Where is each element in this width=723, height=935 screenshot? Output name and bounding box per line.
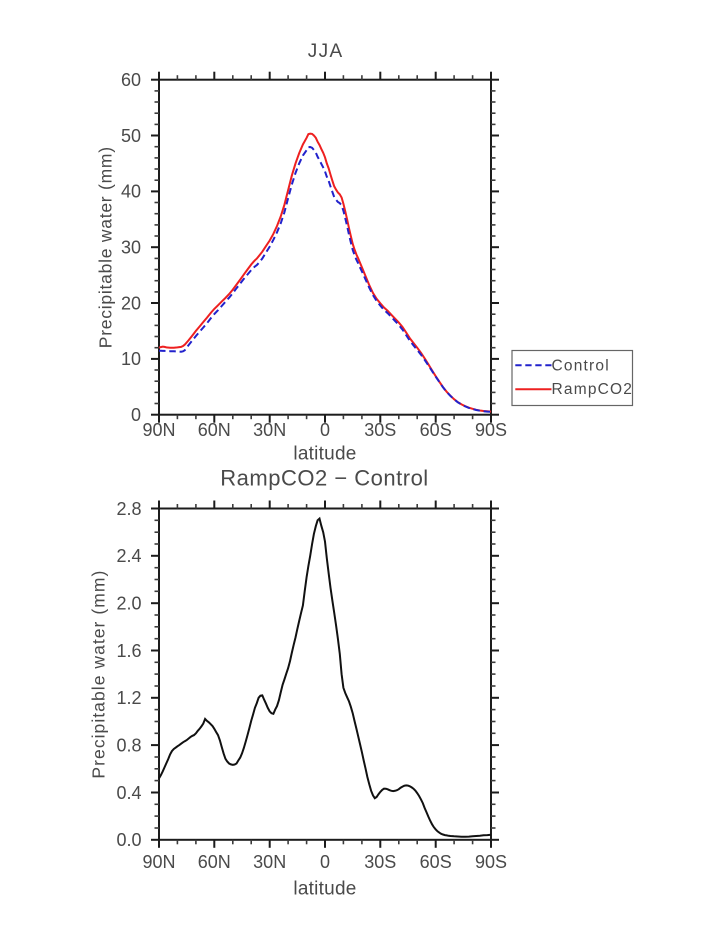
svg-text:10: 10 <box>121 349 141 369</box>
svg-text:latitude: latitude <box>293 879 356 900</box>
svg-text:Control: Control <box>552 358 610 375</box>
svg-text:0.0: 0.0 <box>116 830 141 850</box>
svg-text:60S: 60S <box>420 420 452 440</box>
svg-text:50: 50 <box>121 126 141 146</box>
svg-text:0: 0 <box>320 420 330 440</box>
svg-text:1.2: 1.2 <box>116 688 141 708</box>
svg-text:90S: 90S <box>475 852 507 872</box>
svg-text:60: 60 <box>121 70 141 90</box>
svg-text:JJA: JJA <box>308 41 344 62</box>
svg-text:60N: 60N <box>198 420 231 440</box>
svg-text:30S: 30S <box>364 852 396 872</box>
svg-text:40: 40 <box>121 182 141 202</box>
svg-text:90N: 90N <box>142 420 175 440</box>
svg-text:0: 0 <box>131 405 141 425</box>
svg-text:latitude: latitude <box>293 444 356 465</box>
svg-text:30S: 30S <box>364 420 396 440</box>
svg-text:2.0: 2.0 <box>116 594 141 614</box>
svg-text:30N: 30N <box>253 420 286 440</box>
svg-text:2.8: 2.8 <box>116 499 141 519</box>
svg-text:60N: 60N <box>198 852 231 872</box>
svg-text:0.4: 0.4 <box>116 783 141 803</box>
svg-text:60S: 60S <box>420 852 452 872</box>
svg-text:Precipitable water (mm): Precipitable water (mm) <box>96 146 116 348</box>
svg-text:20: 20 <box>121 293 141 313</box>
svg-text:90S: 90S <box>475 420 507 440</box>
svg-text:RampCO2 − Control: RampCO2 − Control <box>220 466 428 491</box>
svg-text:1.6: 1.6 <box>116 641 141 661</box>
svg-text:30: 30 <box>121 238 141 258</box>
svg-text:RampCO2: RampCO2 <box>552 381 634 398</box>
svg-text:0.8: 0.8 <box>116 735 141 755</box>
svg-text:0: 0 <box>320 852 330 872</box>
svg-text:90N: 90N <box>142 852 175 872</box>
svg-text:2.4: 2.4 <box>116 546 141 566</box>
svg-text:30N: 30N <box>253 852 286 872</box>
svg-text:Precipitable water (mm): Precipitable water (mm) <box>89 570 109 779</box>
